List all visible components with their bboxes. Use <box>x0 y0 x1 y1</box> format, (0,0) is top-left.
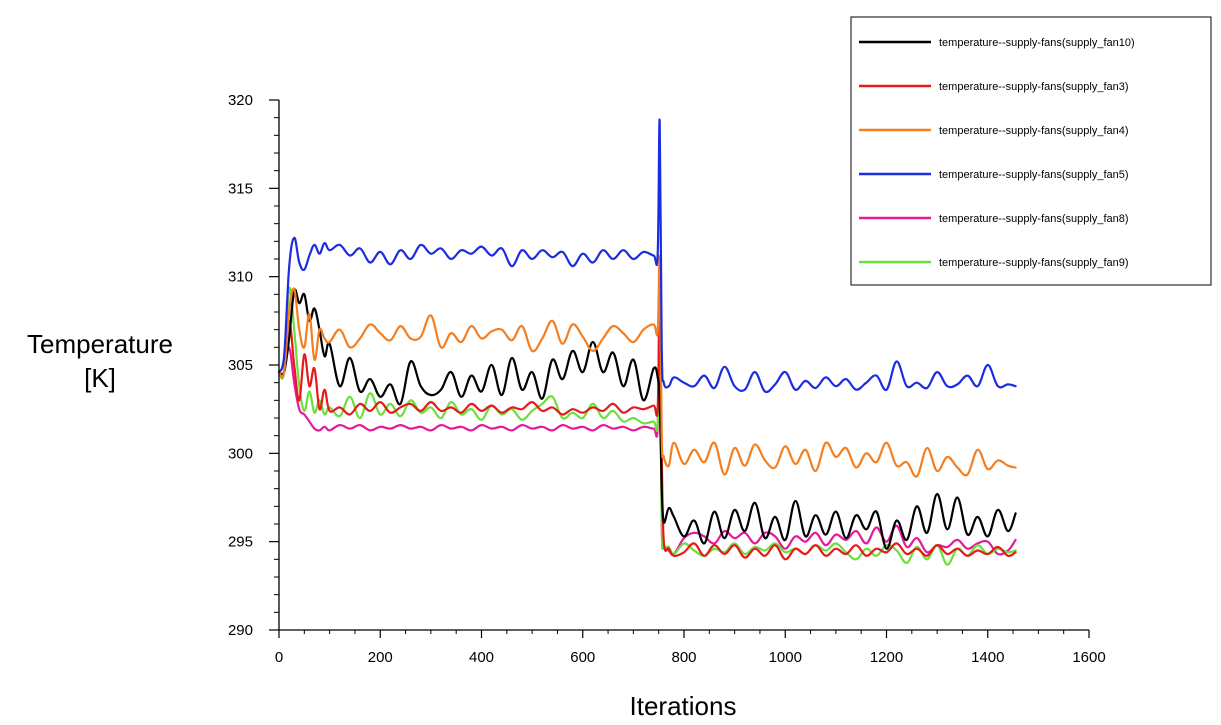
x-tick-label: 1400 <box>971 649 1004 666</box>
y-axis-title-line-1: Temperature <box>27 329 173 359</box>
series-line-1 <box>277 288 1017 550</box>
legend-label: temperature--supply-fans(supply_fan8) <box>939 213 1129 225</box>
series-line-4 <box>277 118 1017 394</box>
y-tick-label: 295 <box>228 534 253 551</box>
plot-lines <box>277 118 1017 566</box>
series-line-2 <box>277 293 1017 561</box>
legend: temperature--supply-fans(supply_fan10)te… <box>850 16 1212 286</box>
axes: 290 295 300 305 310 315 320 0 200 400 600 800 1000 12… <box>228 92 1106 666</box>
x-tick-label: 600 <box>570 649 595 666</box>
series-line-5 <box>277 309 1017 556</box>
series-line-6 <box>277 286 1017 566</box>
legend-label: temperature--supply-fans(supply_fan4) <box>939 125 1129 137</box>
x-tick-label: 1200 <box>870 649 903 666</box>
x-tick-label: 0 <box>275 649 283 666</box>
y-tick-label: 305 <box>228 357 253 374</box>
y-tick-label: 320 <box>228 92 253 109</box>
x-axis-title: Iterations <box>630 691 737 721</box>
legend-label: temperature--supply-fans(supply_fan5) <box>939 169 1129 181</box>
legend-label: temperature--supply-fans(supply_fan9) <box>939 257 1129 269</box>
y-axis-title-line-2: [K] <box>84 363 116 393</box>
legend-box <box>850 16 1212 286</box>
y-tick-label: 315 <box>228 180 253 197</box>
x-tick-label: 1000 <box>769 649 802 666</box>
y-tick-label: 310 <box>228 269 253 286</box>
y-tick-label: 290 <box>228 622 253 639</box>
legend-label: temperature--supply-fans(supply_fan10) <box>939 37 1135 49</box>
y-tick-label: 300 <box>228 445 253 462</box>
legend-label: temperature--supply-fans(supply_fan3) <box>939 81 1129 93</box>
x-tick-label: 200 <box>368 649 393 666</box>
x-tick-label: 1600 <box>1072 649 1105 666</box>
x-tick-label: 800 <box>671 649 696 666</box>
series-line-3 <box>277 255 1017 478</box>
x-tick-label: 400 <box>469 649 494 666</box>
